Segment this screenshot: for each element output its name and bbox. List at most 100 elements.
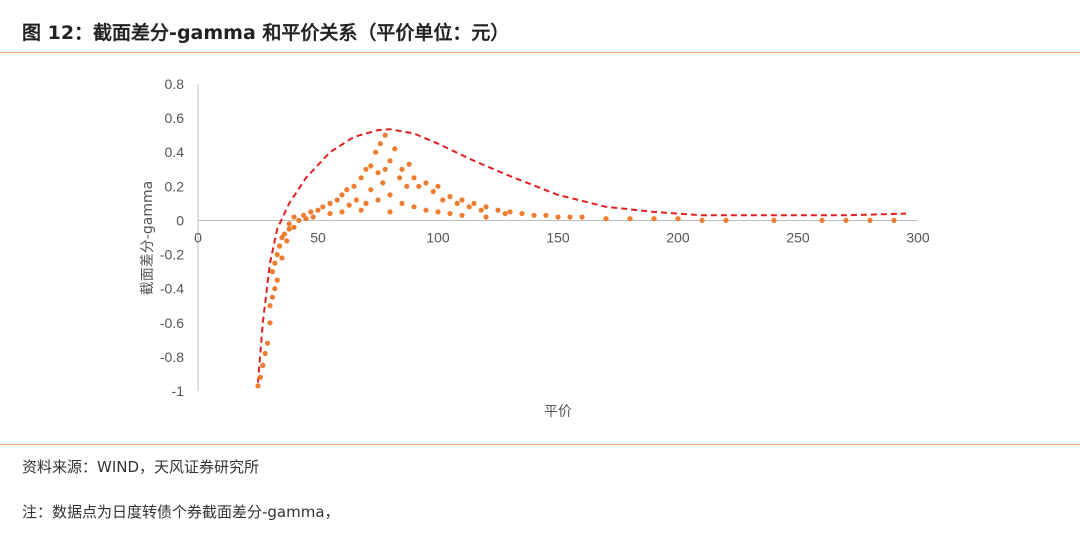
data-point	[281, 231, 287, 237]
data-point	[327, 211, 333, 217]
data-point	[257, 374, 263, 380]
data-point	[387, 192, 393, 198]
x-tick-label: 0	[194, 229, 202, 245]
data-point	[387, 209, 393, 215]
data-point	[308, 209, 314, 215]
data-point	[891, 217, 897, 223]
data-point	[397, 175, 403, 181]
data-point	[502, 211, 508, 217]
data-point	[274, 252, 280, 258]
data-point	[286, 221, 292, 227]
data-point	[416, 183, 422, 189]
scatter-chart: 0 50 100 150 200 250 300 0.8 0.6 0.4 0.2 0 -0.2 -0.4 -…	[140, 76, 930, 420]
data-point	[819, 217, 825, 223]
data-point	[478, 207, 484, 213]
data-point	[466, 204, 472, 210]
data-point	[351, 183, 357, 189]
data-point	[507, 209, 513, 215]
data-point	[267, 320, 273, 326]
data-point	[363, 166, 369, 172]
data-point	[267, 303, 273, 309]
data-point	[272, 260, 278, 266]
source-note: 资料来源：WIND，天风证券研究所	[22, 458, 260, 476]
y-tick-label: 0	[176, 212, 184, 228]
data-point	[368, 163, 374, 169]
data-point	[454, 200, 460, 206]
y-tick-label: -0.2	[160, 247, 184, 263]
points-layer	[255, 132, 897, 389]
data-point	[358, 175, 364, 181]
data-point	[269, 269, 275, 275]
y-tick-label: -0.4	[160, 281, 184, 297]
data-point	[531, 212, 537, 218]
data-point	[368, 187, 374, 193]
data-point	[375, 170, 381, 176]
data-point	[423, 180, 429, 186]
data-point	[346, 202, 352, 208]
data-point	[310, 214, 316, 220]
data-point	[723, 217, 729, 223]
data-point	[843, 217, 849, 223]
data-point	[279, 255, 285, 261]
data-point	[579, 214, 585, 220]
bottom-divider	[0, 444, 1080, 445]
x-tick-label: 150	[546, 229, 570, 245]
data-point	[284, 238, 290, 244]
x-tick-label: 300	[906, 229, 930, 245]
data-point	[435, 209, 441, 215]
x-tick-label: 200	[666, 229, 690, 245]
y-tick-label: 0.2	[165, 178, 185, 194]
data-point	[315, 207, 321, 213]
data-point	[495, 207, 501, 213]
data-point	[567, 214, 573, 220]
data-point	[483, 214, 489, 220]
y-tick-label: 0.6	[165, 110, 185, 126]
data-point	[274, 277, 280, 283]
x-tick-label: 50	[310, 229, 326, 245]
data-point	[382, 166, 388, 172]
data-point	[358, 207, 364, 213]
data-point	[277, 243, 283, 249]
data-point	[260, 362, 266, 368]
axes	[197, 84, 918, 391]
data-point	[339, 192, 345, 198]
data-point	[286, 226, 292, 232]
data-point	[334, 197, 340, 203]
footnote: 注：数据点为日度转债个券截面差分-gamma，	[22, 503, 340, 521]
data-point	[265, 340, 271, 346]
x-axis-label: 平价	[544, 404, 572, 420]
top-divider	[0, 52, 1080, 53]
data-point	[291, 224, 297, 230]
y-tick-label: -1	[172, 383, 185, 399]
data-point	[272, 286, 278, 292]
data-point	[543, 212, 549, 218]
data-point	[459, 212, 465, 218]
ticks-layer: 0 50 100 150 200 250 300 0.8 0.6 0.4 0.2 0 -0.2 -0.4 -…	[160, 76, 930, 399]
data-point	[406, 161, 412, 167]
y-tick-label: 0.8	[165, 76, 185, 92]
y-tick-label: 0.4	[165, 144, 185, 160]
data-point	[387, 158, 393, 164]
data-point	[303, 216, 309, 222]
data-point	[404, 183, 410, 189]
data-point	[435, 183, 441, 189]
data-point	[603, 216, 609, 222]
data-point	[262, 350, 268, 357]
data-point	[651, 216, 657, 222]
data-point	[430, 188, 436, 195]
data-point	[459, 197, 465, 203]
data-point	[471, 200, 477, 206]
envelope-layer	[257, 128, 907, 383]
data-point	[675, 216, 681, 222]
data-point	[392, 146, 398, 152]
data-point	[411, 204, 417, 210]
data-point	[269, 294, 275, 300]
data-point	[440, 197, 446, 203]
data-point	[483, 204, 489, 210]
figure-title: 图 12：截面差分-gamma 和平价关系（平价单位：元）	[22, 22, 510, 44]
data-point	[867, 217, 873, 223]
data-point	[423, 207, 429, 213]
data-point	[344, 187, 350, 193]
data-point	[411, 175, 417, 181]
data-point	[296, 217, 302, 223]
